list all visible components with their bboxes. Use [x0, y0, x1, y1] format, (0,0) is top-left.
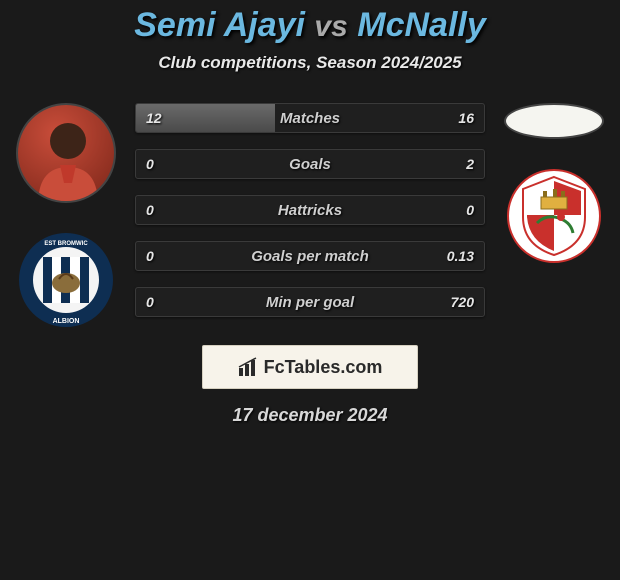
brand-box: FcTables.com: [202, 345, 418, 389]
brand-text: FcTables.com: [264, 357, 383, 378]
comparison-card: Semi Ajayi vs McNally Club competitions,…: [0, 0, 620, 426]
date-label: 17 december 2024: [0, 405, 620, 426]
player1-club-badge: EST BROMWIC ALBION: [19, 233, 113, 327]
stat-value-right: 2: [456, 150, 484, 178]
stat-label: Min per goal: [136, 294, 484, 311]
player1-name: Semi Ajayi: [134, 6, 305, 44]
page-title: Semi Ajayi vs McNally: [0, 6, 620, 45]
stat-row: 0Hattricks0: [135, 195, 485, 225]
stats-column: 12Matches160Goals20Hattricks00Goals per …: [135, 103, 485, 317]
player2-club-badge: [507, 169, 601, 263]
svg-text:EST BROMWIC: EST BROMWIC: [44, 241, 88, 247]
west-brom-crest-icon: EST BROMWIC ALBION: [19, 233, 113, 327]
stat-value-left: 0: [136, 150, 164, 178]
stat-value-left: 12: [136, 104, 172, 132]
stat-row: 0Min per goal720: [135, 287, 485, 317]
stat-label: Goals per match: [136, 248, 484, 265]
stat-value-right: 0: [456, 196, 484, 224]
stat-value-left: 0: [136, 288, 164, 316]
stat-label: Matches: [136, 110, 484, 127]
stat-value-left: 0: [136, 196, 164, 224]
stat-value-right: 16: [448, 104, 484, 132]
stat-value-left: 0: [136, 242, 164, 270]
stat-row: 0Goals per match0.13: [135, 241, 485, 271]
vs-text: vs: [314, 10, 347, 43]
subtitle: Club competitions, Season 2024/2025: [0, 53, 620, 73]
player1-silhouette-icon: [18, 105, 116, 203]
stat-row: 0Goals2: [135, 149, 485, 179]
stat-row: 12Matches16: [135, 103, 485, 133]
bar-chart-icon: [238, 357, 258, 377]
player2-avatar: [504, 103, 604, 139]
right-side: [495, 103, 613, 263]
bristol-city-crest-icon: [507, 169, 601, 263]
player2-name: McNally: [357, 6, 486, 44]
stat-value-right: 720: [441, 288, 484, 316]
svg-text:ALBION: ALBION: [53, 318, 80, 325]
stat-label: Hattricks: [136, 202, 484, 219]
player1-avatar: [16, 103, 116, 203]
stat-label: Goals: [136, 156, 484, 173]
left-side: EST BROMWIC ALBION: [7, 103, 125, 327]
stat-value-right: 0.13: [437, 242, 484, 270]
main-area: EST BROMWIC ALBION 12Matches160Goals20Ha…: [0, 103, 620, 327]
